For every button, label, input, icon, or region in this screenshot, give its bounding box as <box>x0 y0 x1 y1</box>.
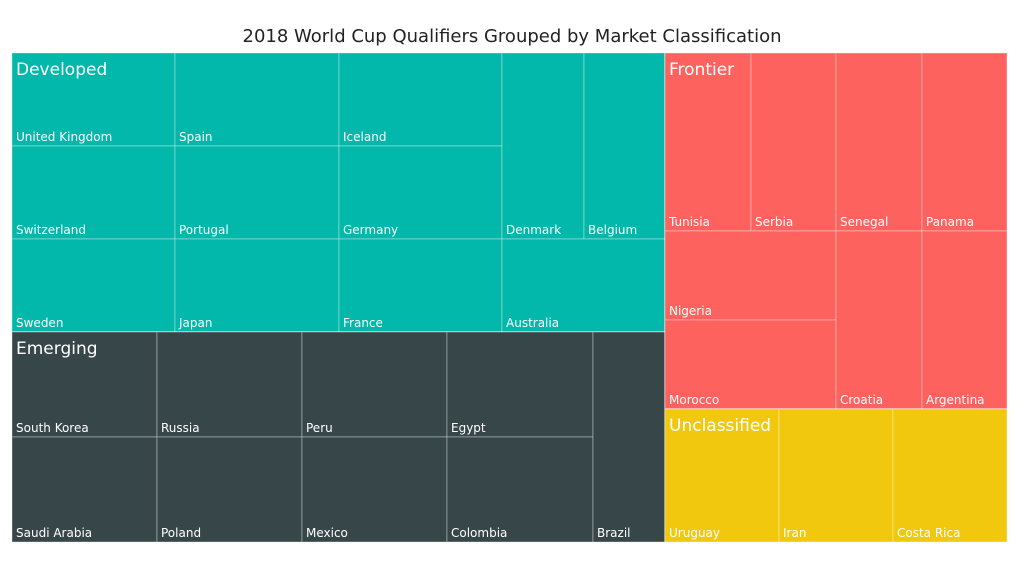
tile-label-france: France <box>343 316 383 330</box>
tile-label-senegal: Senegal <box>840 215 888 229</box>
tile-sweden[interactable] <box>11 238 176 333</box>
tile-russia[interactable] <box>156 331 303 438</box>
tile-label-denmark: Denmark <box>506 223 561 237</box>
tile-label-sweden: Sweden <box>16 316 63 330</box>
tile-mexico[interactable] <box>301 436 448 543</box>
tile-senegal[interactable] <box>835 52 923 232</box>
tile-label-tunisia: Tunisia <box>668 215 710 229</box>
tile-denmark[interactable] <box>501 52 585 240</box>
group-developed: United Kingdom Spain Iceland Switzerland Por… <box>11 52 666 333</box>
tile-label-united-kingdom: United Kingdom <box>16 130 112 144</box>
tile-label-serbia: Serbia <box>755 215 793 229</box>
tile-brazil[interactable] <box>592 331 666 543</box>
chart-title: 2018 World Cup Qualifiers Grouped by Mar… <box>242 26 782 47</box>
tile-label-germany: Germany <box>343 223 398 237</box>
tile-croatia[interactable] <box>835 230 923 410</box>
tile-panama[interactable] <box>921 52 1008 232</box>
tile-label-poland: Poland <box>161 526 201 540</box>
tile-argentina[interactable] <box>921 230 1008 410</box>
tile-label-argentina: Argentina <box>926 393 985 407</box>
group-label-emerging: Emerging <box>16 339 98 359</box>
tile-label-egypt: Egypt <box>451 421 486 435</box>
group-unclassified: Uruguay Iran Costa Rica Unclassified <box>664 408 1008 543</box>
tile-label-costa-rica: Costa Rica <box>897 526 960 540</box>
tile-poland[interactable] <box>156 436 303 543</box>
tile-label-russia: Russia <box>161 421 200 435</box>
tile-label-south-korea: South Korea <box>16 421 89 435</box>
tile-label-brazil: Brazil <box>597 526 631 540</box>
tile-label-saudi-arabia: Saudi Arabia <box>16 526 92 540</box>
group-emerging: South Korea Russia Peru Egypt Saudi Arabia Po… <box>11 331 666 543</box>
group-label-unclassified: Unclassified <box>669 416 771 436</box>
tile-serbia[interactable] <box>750 52 837 232</box>
tile-label-morocco: Morocco <box>669 393 719 407</box>
tile-label-switzerland: Switzerland <box>16 223 86 237</box>
tile-portugal[interactable] <box>174 145 340 240</box>
tile-morocco[interactable] <box>664 319 837 410</box>
tile-label-panama: Panama <box>926 215 974 229</box>
tile-label-iceland: Iceland <box>343 130 386 144</box>
tile-iran[interactable] <box>778 408 894 543</box>
tile-belgium[interactable] <box>583 52 666 240</box>
tile-label-iran: Iran <box>783 526 806 540</box>
tile-uruguay[interactable] <box>664 408 780 543</box>
tile-switzerland[interactable] <box>11 145 176 240</box>
tile-costa-rica[interactable] <box>892 408 1008 543</box>
tile-label-spain: Spain <box>179 130 213 144</box>
tile-label-japan: Japan <box>178 316 212 330</box>
tile-label-australia: Australia <box>506 316 559 330</box>
tile-label-portugal: Portugal <box>179 223 229 237</box>
tile-iceland[interactable] <box>338 52 503 147</box>
tile-tunisia[interactable] <box>664 52 752 232</box>
group-frontier: Tunisia Serbia Senegal Panama Nigeria Morocco… <box>664 52 1008 410</box>
tile-label-uruguay: Uruguay <box>669 526 720 540</box>
tile-peru[interactable] <box>301 331 448 438</box>
tile-label-nigeria: Nigeria <box>669 304 712 318</box>
group-label-developed: Developed <box>16 60 107 80</box>
tile-south-korea[interactable] <box>11 331 158 438</box>
tile-australia[interactable] <box>501 238 666 333</box>
tile-germany[interactable] <box>338 145 503 240</box>
tile-japan[interactable] <box>174 238 340 333</box>
tile-label-colombia: Colombia <box>451 526 507 540</box>
tile-label-mexico: Mexico <box>306 526 348 540</box>
group-label-frontier: Frontier <box>669 60 734 80</box>
tile-label-peru: Peru <box>306 421 333 435</box>
tile-label-belgium: Belgium <box>588 223 637 237</box>
tile-label-croatia: Croatia <box>840 393 883 407</box>
